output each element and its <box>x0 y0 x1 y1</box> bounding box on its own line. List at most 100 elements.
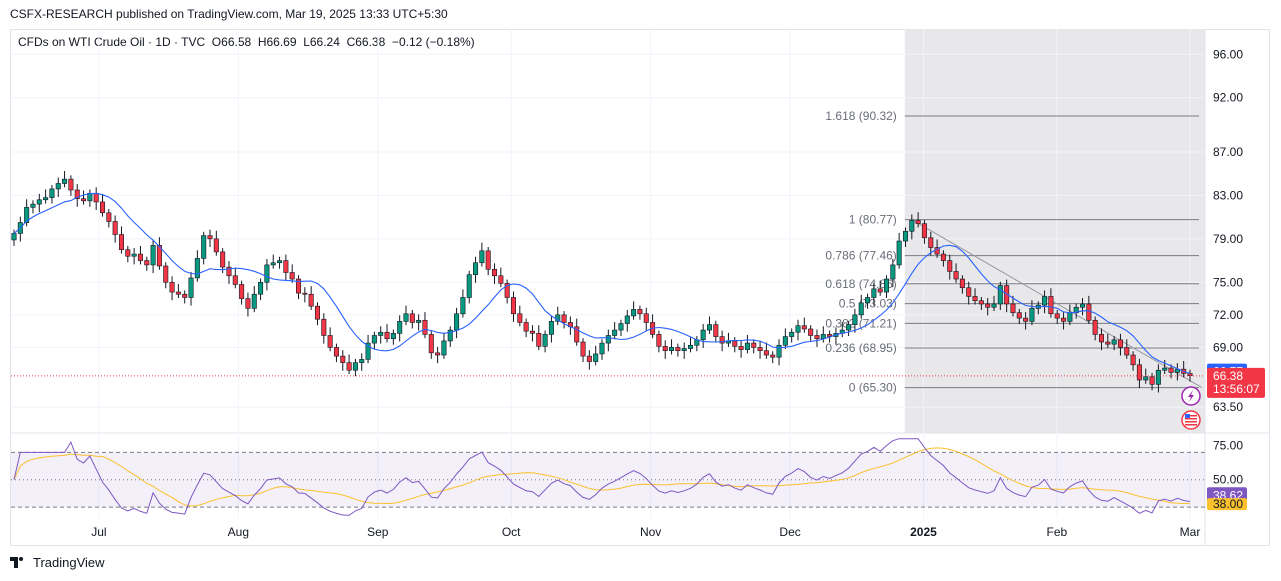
candle-up <box>997 285 1003 305</box>
candle-down <box>498 275 504 284</box>
us-flag-icon[interactable] <box>1181 410 1201 430</box>
candle-up <box>390 333 396 340</box>
price-tick-label: 63.50 <box>1213 400 1243 414</box>
tradingview-brand: TradingView <box>33 555 105 570</box>
candle-up <box>890 264 896 280</box>
candle-down <box>169 281 175 293</box>
candle-down <box>536 333 542 347</box>
candle-up <box>359 359 365 363</box>
candle-up <box>599 342 605 355</box>
candle-down <box>972 296 978 302</box>
candle-down <box>523 322 529 332</box>
candle-up <box>896 240 902 266</box>
price-tick-label: 79.00 <box>1213 232 1243 246</box>
fib-level-label: 0.382 (71.21) <box>825 316 896 330</box>
tradingview-footer: TradingView <box>10 555 105 570</box>
candle-down <box>757 347 763 351</box>
candle-down <box>529 330 535 334</box>
candle-up <box>542 334 548 347</box>
price-tick-label: 96.00 <box>1213 47 1243 61</box>
published-by-text: CSFX-RESEARCH published on TradingView.c… <box>10 7 448 21</box>
candle-down <box>1124 347 1130 356</box>
candle-down <box>1168 367 1174 373</box>
candle-down <box>1130 354 1136 366</box>
candle-up <box>277 260 283 264</box>
candle-up <box>700 329 706 341</box>
chart-frame <box>10 29 1270 546</box>
candle-down <box>207 235 213 240</box>
candle-down <box>580 341 586 357</box>
fib-level-label: 0.618 (74.86) <box>825 277 896 291</box>
candle-up <box>1111 339 1117 345</box>
candle-up <box>1029 308 1035 322</box>
fib-level-label: 0.236 (68.95) <box>825 341 896 355</box>
candle-up <box>378 331 384 336</box>
candle-down <box>770 354 776 358</box>
fib-level-label: 1.618 (90.32) <box>825 109 896 123</box>
price-tick-label: 72.00 <box>1213 308 1243 322</box>
candle-up <box>150 245 156 266</box>
candle-down <box>662 346 668 351</box>
candle-up <box>744 342 750 350</box>
candle-up <box>776 344 782 358</box>
candle-up <box>43 197 49 201</box>
price-tick-label: 83.00 <box>1213 188 1243 202</box>
rsi-line <box>13 438 1191 516</box>
candle-down <box>1086 303 1092 321</box>
candle-down <box>1105 341 1111 345</box>
candle-down <box>940 253 946 261</box>
candle-down <box>239 284 245 299</box>
fib-level-label: 0 (65.30) <box>849 381 897 395</box>
candle-up <box>631 309 637 317</box>
candle-down <box>118 234 124 251</box>
candle-up <box>397 321 403 334</box>
candle-down <box>409 313 415 323</box>
candle-down <box>245 298 251 309</box>
candle-down <box>1098 334 1104 343</box>
candle-up <box>902 230 908 242</box>
candle-down <box>643 313 649 323</box>
candle-up <box>1155 369 1161 385</box>
candle-down <box>485 250 491 270</box>
time-tick-label: Nov <box>640 525 661 539</box>
candle-down <box>226 266 232 277</box>
candle-down <box>517 313 523 323</box>
candle-down <box>289 272 295 280</box>
last-price-label: 66.38 <box>1213 369 1243 383</box>
candle-down <box>220 251 226 268</box>
fib-level-label: 1 (80.77) <box>849 213 897 227</box>
candle-down <box>68 178 74 191</box>
candle-up <box>1067 312 1073 322</box>
candle-down <box>751 342 757 348</box>
candle-up <box>460 297 466 315</box>
rsi-tick-label: 75.00 <box>1213 439 1243 453</box>
candle-down <box>106 212 112 222</box>
candle-down <box>586 355 592 362</box>
candle-down <box>125 249 131 257</box>
candle-up <box>447 329 453 342</box>
candle-down <box>333 347 339 357</box>
candle-down <box>321 318 327 336</box>
candle-up <box>264 264 270 283</box>
candle-down <box>801 325 807 330</box>
candle-up <box>884 278 890 293</box>
candle-up <box>991 303 997 308</box>
candle-up <box>1143 376 1149 381</box>
candle-down <box>74 189 80 199</box>
candle-down <box>1048 296 1054 315</box>
candle-up <box>479 250 485 264</box>
price-tick-label: 69.00 <box>1213 340 1243 354</box>
lightning-icon[interactable] <box>1181 386 1201 406</box>
candle-down <box>1023 317 1029 322</box>
rsi-ma-label: 38.00 <box>1213 497 1243 511</box>
candle-down <box>808 328 814 336</box>
candle-down <box>1004 285 1010 305</box>
candle-down <box>763 350 769 356</box>
candle-up <box>365 342 371 360</box>
candle-up <box>865 297 871 304</box>
candle-down <box>504 283 510 298</box>
candle-down <box>985 303 991 308</box>
candle-up <box>605 335 611 344</box>
candle-down <box>1149 376 1155 385</box>
